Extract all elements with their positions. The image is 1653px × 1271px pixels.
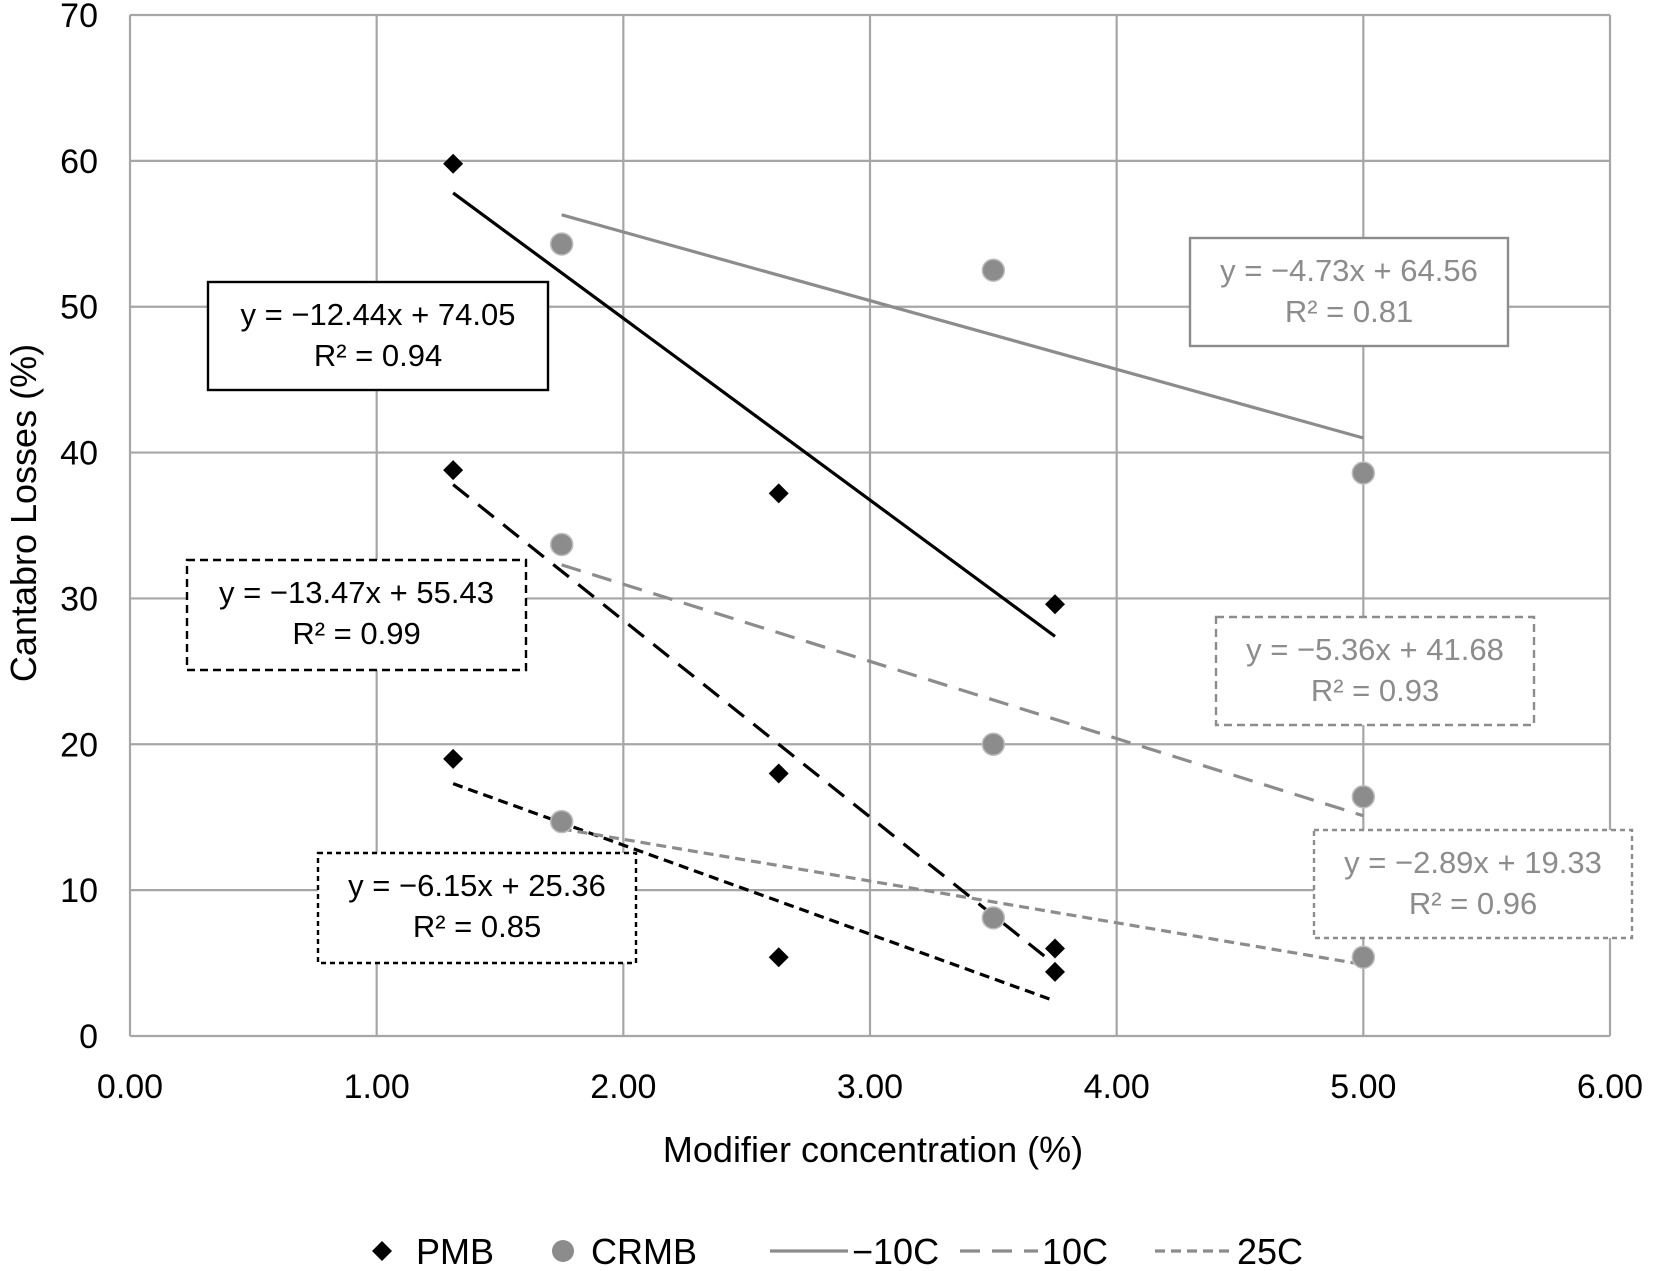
- data-point-pmb: [443, 153, 464, 174]
- equation-text: y = −4.73x + 64.56: [1220, 253, 1478, 288]
- data-point-crmb: [981, 906, 1006, 930]
- trendline: [561, 563, 1364, 818]
- data-point-pmb: [443, 460, 464, 481]
- trendline: [561, 827, 1364, 967]
- equation-text: y = −13.47x + 55.43: [219, 575, 494, 610]
- equation-box-border: [185, 558, 528, 672]
- equation-text: y = −6.15x + 25.36: [348, 868, 606, 903]
- equation-box: y = −6.15x + 25.36 R² = 0.85: [316, 851, 638, 965]
- equation-text: y = −12.44x + 74.05: [241, 297, 516, 332]
- y-tick-label: 30: [60, 580, 98, 618]
- equation-box-border: [316, 851, 638, 965]
- legend-label: PMB: [416, 1231, 494, 1271]
- trendlines: [452, 191, 1364, 1003]
- data-point-crmb: [549, 232, 574, 256]
- legend-item: CRMB: [552, 1231, 697, 1271]
- x-tick-label: 6.00: [1577, 1068, 1643, 1106]
- y-tick-label: 20: [60, 726, 98, 764]
- r-squared-text: R² = 0.99: [292, 616, 420, 651]
- equation-box-border: [1214, 615, 1536, 727]
- legend-label: 10C: [1042, 1231, 1108, 1271]
- equation-box-border: [1188, 236, 1510, 348]
- r-squared-text: R² = 0.85: [413, 909, 541, 944]
- equation-text: y = −2.89x + 19.33: [1344, 845, 1602, 880]
- legend-marker-circle: [552, 1240, 574, 1262]
- r-squared-text: R² = 0.93: [1311, 673, 1439, 708]
- x-axis-title: Modifier concentration (%): [663, 1129, 1083, 1170]
- data-point-crmb: [1351, 785, 1376, 809]
- data-point-pmb: [1045, 938, 1065, 959]
- equation-box: y = −5.36x + 41.68 R² = 0.93: [1214, 615, 1536, 727]
- data-point-crmb: [549, 809, 574, 834]
- data-point-pmb: [1045, 594, 1065, 615]
- x-tick-label: 5.00: [1330, 1068, 1396, 1106]
- data-point-crmb: [981, 258, 1006, 282]
- equation-box-border: [206, 280, 550, 392]
- data-point-pmb: [768, 947, 789, 968]
- data-point-pmb: [1045, 961, 1065, 982]
- equation-annotations: y = −12.44x + 74.05 R² = 0.94 y = −13.47x …: [185, 236, 1634, 965]
- equation-box: y = −2.89x + 19.33 R² = 0.96: [1312, 828, 1634, 940]
- data-point-crmb: [549, 532, 574, 557]
- y-axis-title: Cantabro Losses (%): [3, 344, 44, 682]
- y-tick-label: 40: [60, 435, 98, 473]
- equation-box: y = −12.44x + 74.05 R² = 0.94: [206, 280, 550, 392]
- trendline: [452, 782, 1056, 1003]
- legend-label: −10C: [852, 1231, 939, 1271]
- x-tick-label: 0.00: [97, 1068, 163, 1106]
- y-tick-labels: 0 10 20 30 40 50 60 70: [60, 0, 98, 1056]
- data-point-pmb: [443, 748, 464, 769]
- y-tick-label: 10: [60, 872, 98, 910]
- legend-marker-diamond: [372, 1241, 392, 1261]
- r-squared-text: R² = 0.94: [314, 338, 442, 373]
- equation-box: y = −13.47x + 55.43 R² = 0.99: [185, 558, 528, 672]
- data-point-crmb: [981, 732, 1006, 757]
- legend-label: 25C: [1237, 1231, 1303, 1271]
- data-point-pmb: [768, 483, 789, 504]
- equation-box-border: [1312, 828, 1634, 940]
- trendline: [561, 213, 1364, 440]
- equation-box: y = −4.73x + 64.56 R² = 0.81: [1188, 236, 1510, 348]
- trendline: [452, 483, 1056, 966]
- r-squared-text: R² = 0.96: [1409, 886, 1537, 921]
- data-point-crmb: [1351, 461, 1376, 485]
- trendline: [452, 191, 1056, 638]
- legend-item: 10C: [960, 1231, 1108, 1271]
- x-tick-labels: 0.00 1.00 2.00 3.00 4.00 5.00 6.00: [97, 1068, 1643, 1106]
- x-tick-label: 2.00: [590, 1068, 656, 1106]
- y-tick-label: 0: [79, 1018, 98, 1056]
- legend-item: 25C: [1155, 1231, 1303, 1271]
- legend-label: CRMB: [591, 1231, 697, 1271]
- legend-item: −10C: [770, 1231, 939, 1271]
- x-tick-label: 3.00: [837, 1068, 903, 1106]
- r-squared-text: R² = 0.81: [1285, 294, 1413, 329]
- x-tick-label: 4.00: [1084, 1068, 1150, 1106]
- data-points: [443, 153, 1376, 982]
- y-tick-label: 60: [60, 143, 98, 181]
- data-point-crmb: [1351, 945, 1376, 969]
- x-tick-label: 1.00: [344, 1068, 410, 1106]
- data-point-pmb: [768, 763, 789, 784]
- equation-text: y = −5.36x + 41.68: [1246, 632, 1504, 667]
- y-tick-label: 50: [60, 289, 98, 327]
- y-tick-label: 70: [60, 0, 98, 35]
- legend-item: PMB: [372, 1231, 494, 1271]
- legend: PMB CRMB −10C 10C 25C: [372, 1231, 1303, 1271]
